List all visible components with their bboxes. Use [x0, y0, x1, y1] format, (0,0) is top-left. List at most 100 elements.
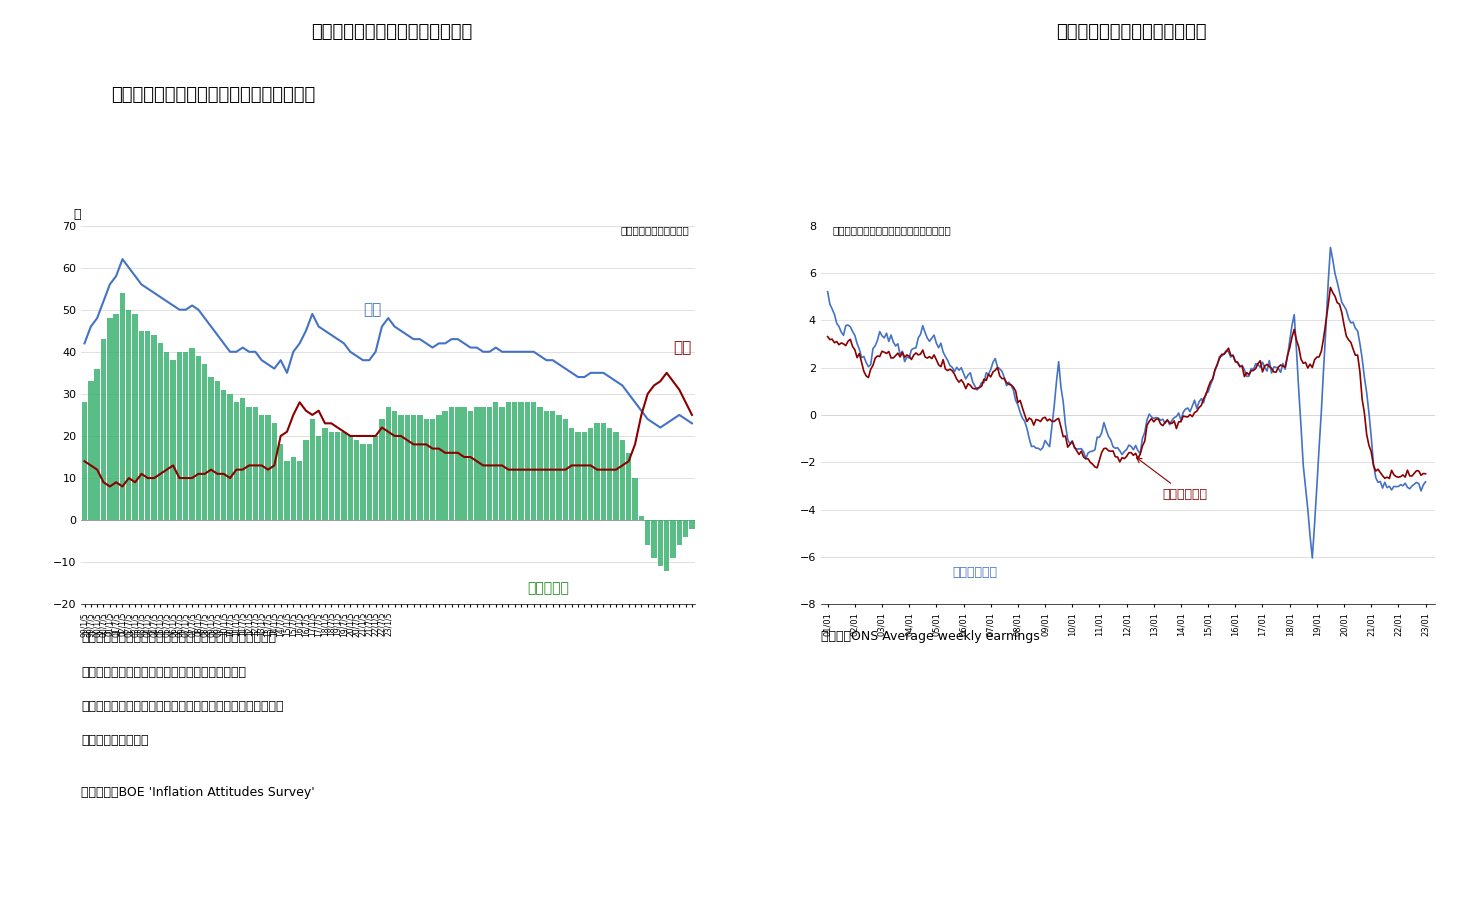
Bar [456, 407, 460, 520]
Bar [170, 360, 176, 520]
Bar [575, 432, 581, 520]
Bar [164, 352, 170, 520]
Bar [556, 415, 562, 520]
Bar [126, 309, 132, 520]
Bar [475, 407, 479, 520]
Bar [334, 432, 340, 520]
Bar [512, 402, 518, 520]
Bar [442, 410, 448, 520]
Bar [328, 432, 334, 520]
Bar [379, 419, 385, 520]
Bar [658, 520, 663, 566]
Bar [487, 407, 493, 520]
Bar [581, 432, 587, 520]
Bar [176, 352, 182, 520]
Bar [309, 419, 315, 520]
Bar [531, 402, 537, 520]
Text: （資料）ONS Average weekly earnings: （資料）ONS Average weekly earnings [821, 630, 1040, 642]
Bar [367, 445, 371, 520]
Bar [342, 432, 346, 520]
Bar [519, 402, 524, 520]
Bar [626, 453, 632, 520]
Bar [158, 344, 163, 520]
Bar [386, 407, 390, 520]
Text: 含むボーナス: 含むボーナス [952, 566, 997, 579]
Bar [317, 436, 321, 520]
Bar [95, 369, 101, 520]
Text: 満足: 満足 [362, 302, 382, 317]
Bar [606, 428, 612, 520]
Bar [461, 407, 467, 520]
Bar [291, 457, 296, 520]
Bar [683, 520, 688, 537]
Text: 図表４　実質週当たり平均賃金: 図表４ 実質週当たり平均賃金 [1056, 23, 1207, 41]
Bar [595, 423, 600, 520]
Bar [423, 419, 429, 520]
Bar [209, 377, 214, 520]
Bar [259, 415, 265, 520]
Text: い」がある。: い」がある。 [81, 734, 149, 747]
Bar [600, 423, 606, 520]
Bar [322, 428, 328, 520]
Bar [133, 314, 138, 520]
Bar [278, 445, 284, 520]
Text: （回答に占める割合％）: （回答に占める割合％） [620, 226, 689, 235]
Bar [639, 516, 643, 520]
Bar [303, 440, 309, 520]
Bar [101, 339, 106, 520]
Bar [81, 402, 87, 520]
Bar [506, 402, 512, 520]
Bar [436, 415, 442, 520]
Bar [689, 520, 695, 529]
Bar [284, 461, 290, 520]
Bar [114, 314, 118, 520]
Bar [481, 407, 485, 520]
Text: ＢＯＥの仕事のやり方に満足しているか？: ＢＯＥの仕事のやり方に満足しているか？ [111, 86, 315, 104]
Bar [234, 402, 240, 520]
Text: （資料）　BOE 'Inflation Attitudes Survey': （資料） BOE 'Inflation Attitudes Survey' [81, 786, 315, 798]
Bar [569, 428, 574, 520]
Bar [398, 415, 404, 520]
Text: ％: ％ [74, 208, 81, 221]
Bar [550, 410, 556, 520]
Bar [189, 347, 195, 520]
Bar [373, 436, 379, 520]
Bar [348, 436, 353, 520]
Bar [203, 364, 207, 520]
Bar [195, 356, 201, 520]
Bar [228, 394, 232, 520]
Bar [430, 419, 435, 520]
Bar [448, 407, 454, 520]
Bar [297, 461, 302, 520]
Bar [240, 398, 246, 520]
Bar [614, 432, 618, 520]
Bar [562, 419, 568, 520]
Bar [220, 390, 226, 520]
Bar [139, 331, 143, 520]
Bar [525, 402, 529, 520]
Bar [537, 407, 543, 520]
Text: 不満: 不満 [673, 340, 691, 354]
Text: 除くボーナス: 除くボーナス [1137, 457, 1208, 501]
Bar [361, 445, 365, 520]
Bar [120, 293, 126, 520]
Bar [645, 520, 651, 546]
Text: （注）　満足は「非常に満足」と「かなり満足」、不満は: （注） 満足は「非常に満足」と「かなり満足」、不満は [81, 631, 277, 644]
Bar [467, 410, 473, 520]
Bar [214, 382, 220, 520]
Bar [392, 410, 398, 520]
Bar [253, 407, 257, 520]
Bar [417, 415, 423, 520]
Text: 設問には他に「満足でも不満でもない」、「わからな: 設問には他に「満足でも不満でもない」、「わからな [81, 700, 284, 713]
Bar [265, 415, 271, 520]
Text: 図表３　ＢＯＥインフレ意識調査: 図表３ ＢＯＥインフレ意識調査 [311, 23, 473, 41]
Bar [620, 440, 626, 520]
Bar [411, 415, 416, 520]
Bar [272, 423, 277, 520]
Bar [544, 410, 549, 520]
Bar [353, 440, 359, 520]
Bar [247, 407, 251, 520]
Bar [405, 415, 410, 520]
Bar [670, 520, 676, 558]
Bar [89, 382, 93, 520]
